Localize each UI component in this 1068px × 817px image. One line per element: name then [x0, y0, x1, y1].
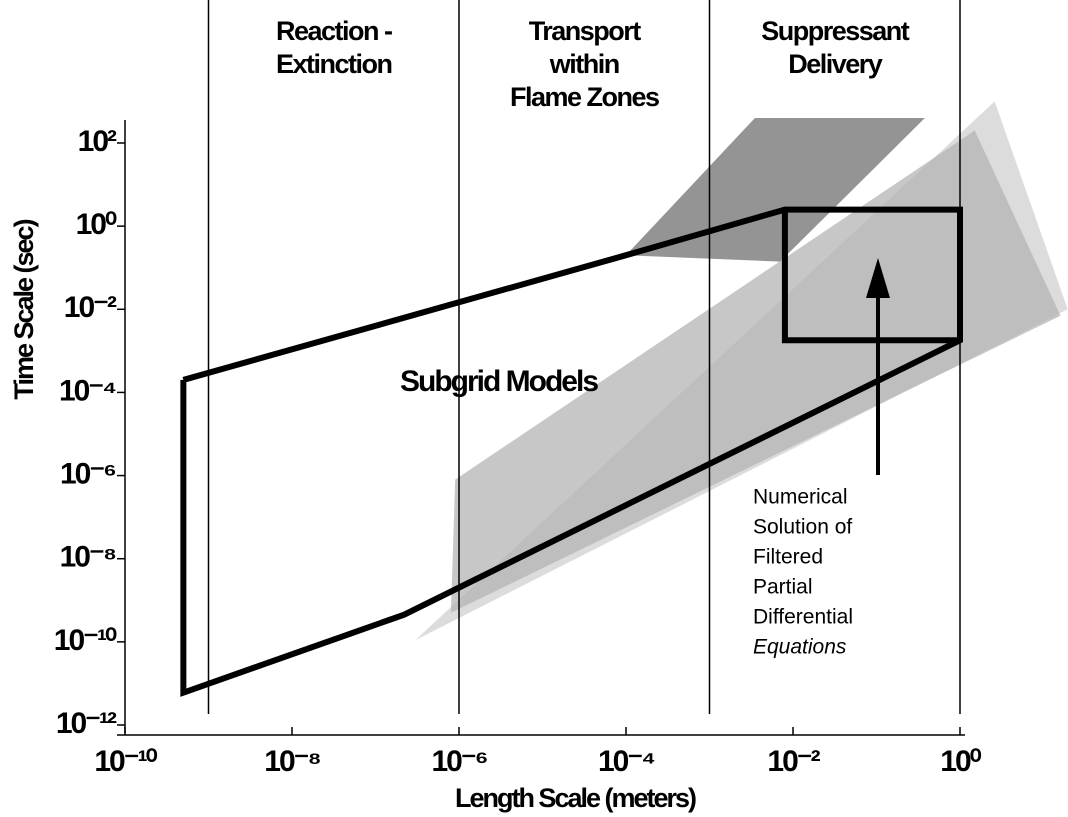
annotation: Partial — [753, 576, 813, 599]
x-tick-label: 10⁻⁶ — [431, 745, 486, 778]
outline — [781, 209, 960, 344]
y-tick-label: 10⁻⁴ — [59, 374, 116, 407]
x-axis-label: Length Scale (meters) — [455, 783, 696, 813]
x-tick-label: 10⁻⁸ — [264, 745, 320, 778]
main: Reaction -Extinction TransportwithinFlame… — [54, 0, 984, 778]
x-tick-label: 10⁻⁴ — [598, 745, 655, 778]
x-tick-label: 10⁻² — [767, 745, 820, 778]
x-tick-label: 10⁻¹⁰ — [94, 745, 157, 778]
y-tick-label: 10⁻¹⁰ — [54, 624, 117, 657]
column-label: Transport — [529, 16, 642, 46]
y-tick-label: 10² — [78, 125, 117, 158]
annotation: Equations — [753, 636, 847, 659]
column-label: Reaction - — [276, 16, 392, 46]
column-label: Suppressant — [761, 16, 910, 46]
y-tick-label: 10⁰ — [76, 208, 117, 241]
outline — [180, 206, 963, 697]
annotation: Differential — [753, 606, 853, 629]
arrow-head — [866, 258, 890, 298]
column-label: Delivery — [788, 49, 883, 79]
x-tick-label: 10⁰ — [940, 745, 981, 778]
column-label: within — [549, 49, 619, 79]
column-label: Extinction — [276, 49, 392, 79]
y-tick-label: 10⁻⁸ — [60, 541, 116, 574]
y-tick-label: 10⁻¹² — [56, 707, 117, 740]
annotation: Solution of — [753, 516, 852, 539]
y-tick-label: 10⁻² — [64, 291, 117, 324]
shaded-region — [450, 130, 1061, 613]
annotation: Filtered — [753, 546, 823, 569]
y-tick-label: 10⁻⁶ — [60, 457, 115, 490]
shaded-region — [626, 117, 925, 262]
column-label: Flame Zones — [510, 82, 659, 112]
region-label: Subgrid Models — [400, 365, 598, 398]
y-axis-label: Time Scale (sec) — [9, 219, 39, 399]
annotation: Numerical — [753, 486, 848, 509]
regions — [415, 101, 1068, 641]
